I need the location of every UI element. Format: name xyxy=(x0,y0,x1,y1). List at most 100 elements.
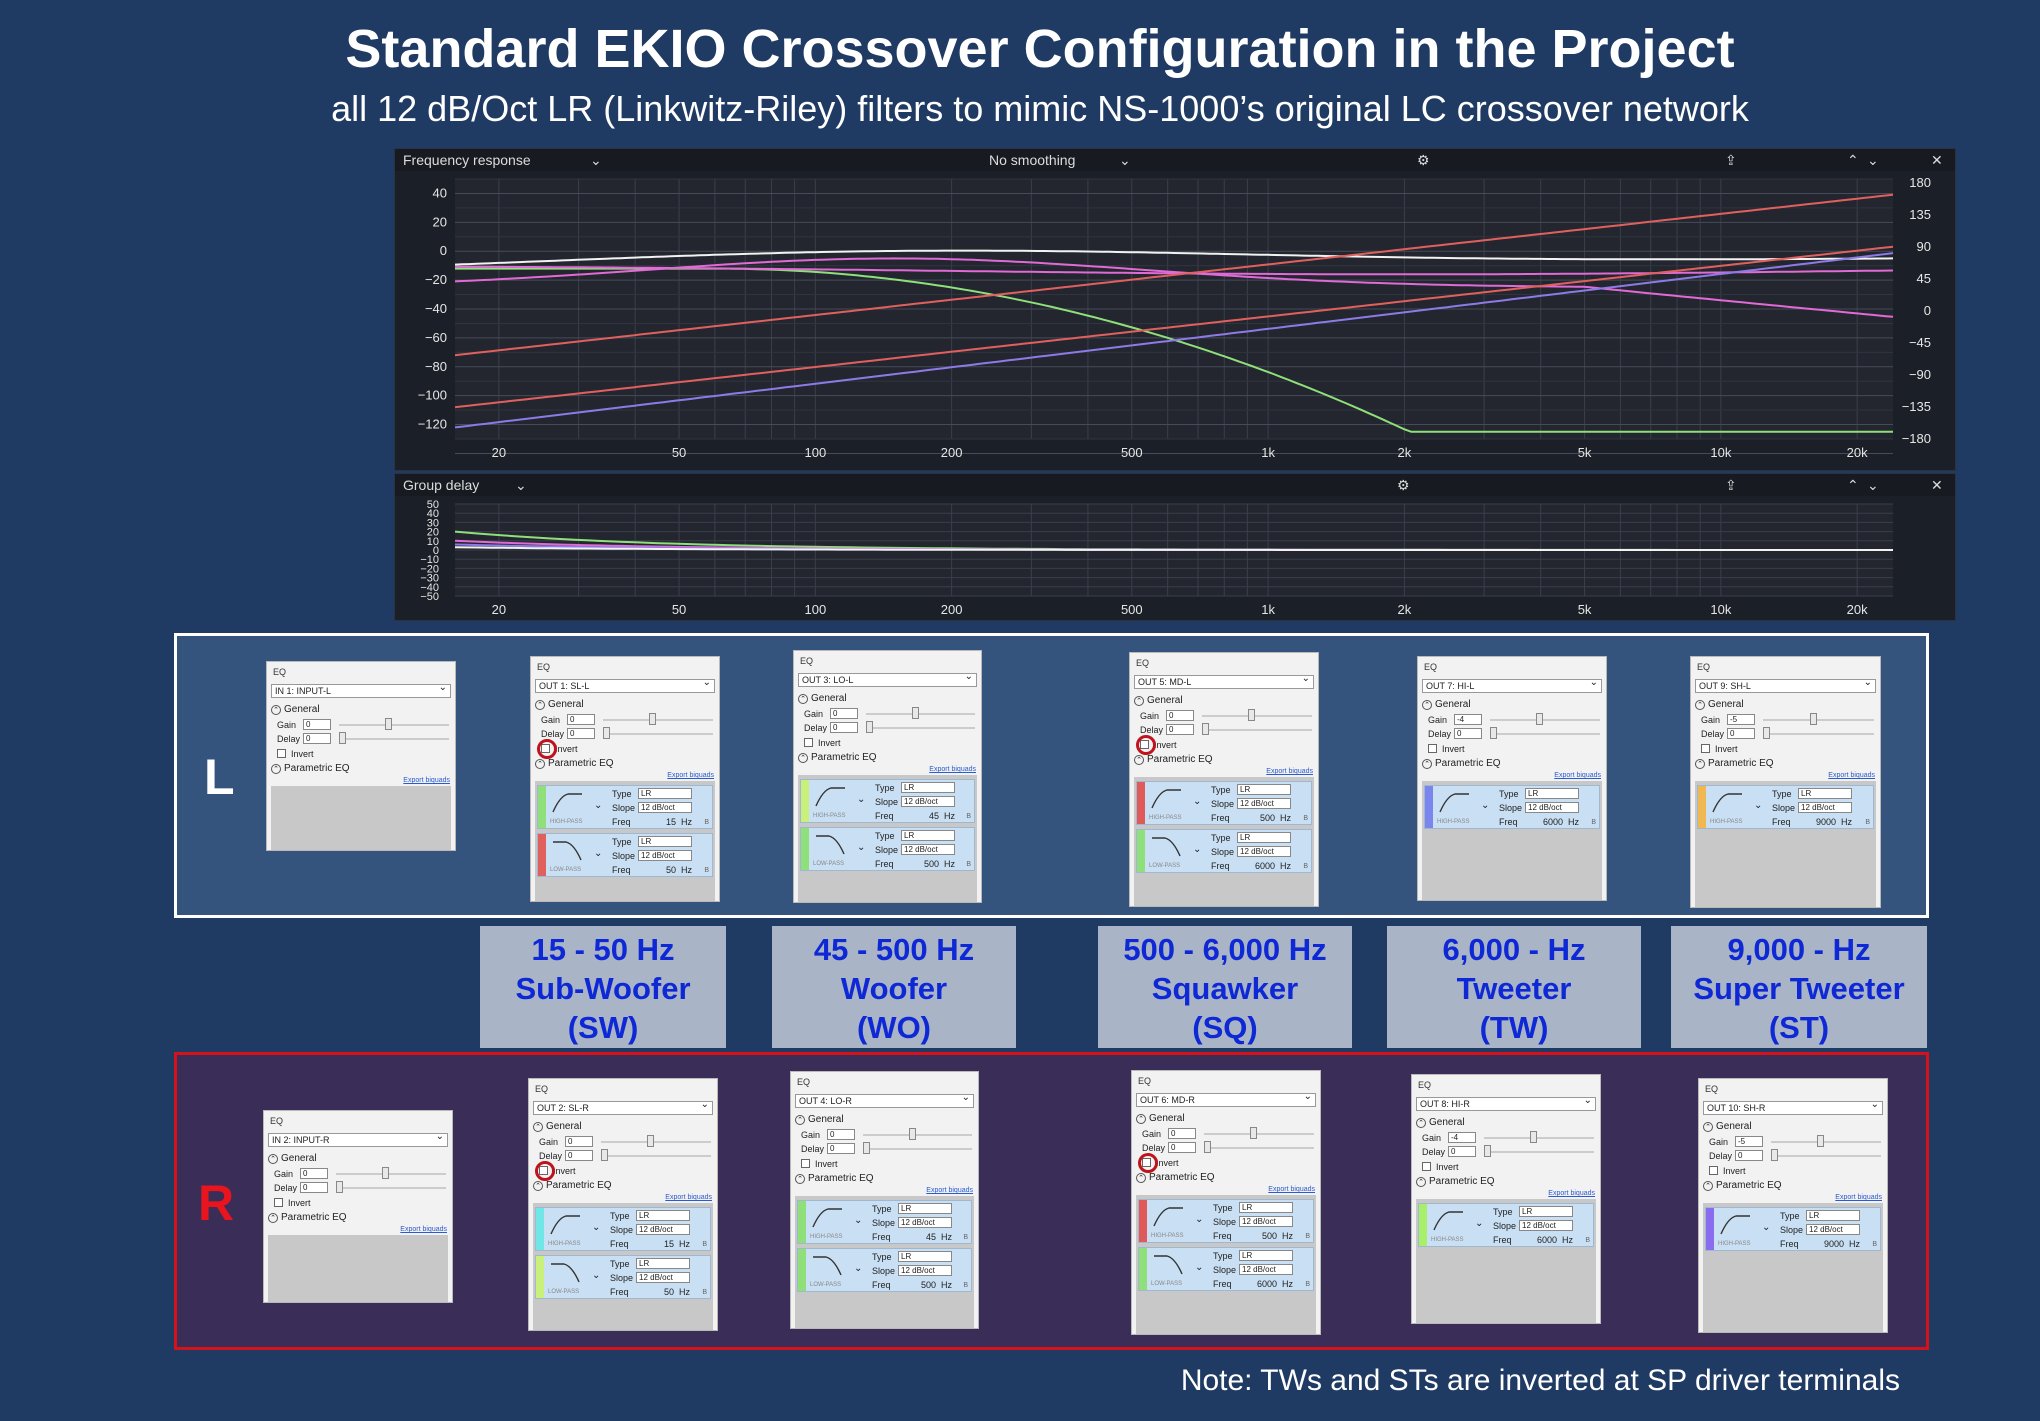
gain-slider[interactable] xyxy=(1763,719,1874,721)
type-select[interactable]: LR xyxy=(898,1251,952,1262)
delay-slider[interactable] xyxy=(1490,733,1600,735)
chevron-down-icon[interactable]: ⌄ xyxy=(1195,1214,1204,1225)
bypass-mark[interactable]: B xyxy=(1303,815,1308,822)
delay-slider-thumb[interactable] xyxy=(1484,1145,1491,1157)
invert-checkbox[interactable] xyxy=(274,1198,283,1207)
slope-select[interactable]: 12 dB/oct xyxy=(638,850,692,861)
freq-value[interactable]: 45 Hz xyxy=(928,811,955,821)
gain-slider-thumb[interactable] xyxy=(908,1128,916,1140)
general-section-toggle[interactable]: ⌃ General xyxy=(795,1114,844,1125)
high-pass-icon[interactable] xyxy=(1710,788,1744,816)
parametric-eq-toggle[interactable]: ⌃ Parametric EQ xyxy=(1416,1176,1495,1187)
panel-title[interactable]: Frequency response xyxy=(403,152,531,168)
delay-input[interactable]: 0 xyxy=(1727,728,1755,739)
gain-slider[interactable] xyxy=(1204,1133,1314,1135)
gain-input[interactable]: -5 xyxy=(1727,714,1755,725)
gain-slider[interactable] xyxy=(1771,1141,1881,1143)
gear-icon[interactable]: ⚙ xyxy=(1397,477,1410,493)
delay-slider-thumb[interactable] xyxy=(1490,727,1497,739)
freq-value[interactable]: 9000 Hz xyxy=(1815,817,1852,827)
parametric-eq-toggle[interactable]: ⌃ Parametric EQ xyxy=(535,758,614,769)
bypass-mark[interactable]: B xyxy=(963,1282,968,1289)
gain-slider-thumb[interactable] xyxy=(649,713,657,725)
type-select[interactable]: LR xyxy=(901,782,955,793)
freq-value[interactable]: 6000 Hz xyxy=(1536,1235,1573,1245)
chevron-down-icon[interactable]: ⌄ xyxy=(854,1215,863,1226)
general-section-toggle[interactable]: ⌃ General xyxy=(1422,699,1471,710)
freq-value[interactable]: 6000 Hz xyxy=(1542,817,1579,827)
parametric-eq-toggle[interactable]: ⌃ Parametric EQ xyxy=(1134,754,1213,765)
gain-slider[interactable] xyxy=(866,713,975,715)
gain-input[interactable]: 0 xyxy=(1166,710,1194,721)
channel-select[interactable]: OUT 10: SH-R xyxy=(1703,1099,1883,1115)
delay-slider-thumb[interactable] xyxy=(1763,727,1770,739)
delay-input[interactable]: 0 xyxy=(1735,1150,1763,1161)
parametric-eq-toggle[interactable]: ⌃ Parametric EQ xyxy=(271,763,350,774)
chevron-down-icon[interactable]: ⌄ xyxy=(515,477,527,493)
slope-select[interactable]: 12 dB/oct xyxy=(901,796,955,807)
type-select[interactable]: LR xyxy=(898,1203,952,1214)
bypass-mark[interactable]: B xyxy=(704,819,709,826)
chevron-down-icon[interactable]: ⌄ xyxy=(590,152,602,168)
delay-slider[interactable] xyxy=(863,1148,972,1150)
delay-slider[interactable] xyxy=(1202,729,1312,731)
gain-slider[interactable] xyxy=(339,724,449,726)
general-section-toggle[interactable]: ⌃ General xyxy=(533,1121,582,1132)
export-biquads-link[interactable]: Export biquads xyxy=(403,777,450,784)
slope-select[interactable]: 12 dB/oct xyxy=(636,1272,690,1283)
freq-value[interactable]: 45 Hz xyxy=(925,1232,952,1242)
low-pass-icon[interactable] xyxy=(1151,1250,1185,1278)
gain-slider-thumb[interactable] xyxy=(1809,713,1817,725)
gain-slider-thumb[interactable] xyxy=(1536,713,1544,725)
gain-input[interactable]: 0 xyxy=(303,719,331,730)
chevron-down-icon[interactable]: ⌄ xyxy=(1475,1218,1484,1229)
channel-select[interactable]: OUT 4: LO-R xyxy=(795,1092,974,1108)
type-select[interactable]: LR xyxy=(901,830,955,841)
type-select[interactable]: LR xyxy=(1239,1202,1293,1213)
freq-value[interactable]: 6000 Hz xyxy=(1256,1279,1293,1289)
parametric-eq-toggle[interactable]: ⌃ Parametric EQ xyxy=(268,1212,347,1223)
gain-slider-thumb[interactable] xyxy=(1250,1127,1258,1139)
high-pass-icon[interactable] xyxy=(1718,1210,1752,1238)
delay-input[interactable]: 0 xyxy=(303,733,331,744)
gain-input[interactable]: 0 xyxy=(827,1129,855,1140)
delay-slider[interactable] xyxy=(336,1187,446,1189)
slope-select[interactable]: 12 dB/oct xyxy=(638,802,692,813)
low-pass-icon[interactable] xyxy=(548,1258,582,1286)
type-select[interactable]: LR xyxy=(1237,832,1291,843)
general-section-toggle[interactable]: ⌃ General xyxy=(798,693,847,704)
chevron-down-icon[interactable]: ⌄ xyxy=(857,794,866,805)
chevron-down-icon[interactable]: ⌄ xyxy=(854,1263,863,1274)
slope-select[interactable]: 12 dB/oct xyxy=(1519,1220,1573,1231)
chevron-up-icon[interactable]: ⌃ xyxy=(1847,152,1859,168)
invert-checkbox[interactable] xyxy=(1709,1166,1718,1175)
slope-select[interactable]: 12 dB/oct xyxy=(1239,1216,1293,1227)
high-pass-icon[interactable] xyxy=(810,1203,844,1231)
chevron-down-icon[interactable]: ⌄ xyxy=(1193,844,1202,855)
general-section-toggle[interactable]: ⌃ General xyxy=(1134,695,1183,706)
export-biquads-link[interactable]: Export biquads xyxy=(400,1226,447,1233)
parametric-eq-toggle[interactable]: ⌃ Parametric EQ xyxy=(1136,1172,1215,1183)
low-pass-icon[interactable] xyxy=(1149,832,1183,860)
delay-slider-thumb[interactable] xyxy=(339,732,346,744)
export-biquads-link[interactable]: Export biquads xyxy=(667,772,714,779)
general-section-toggle[interactable]: ⌃ General xyxy=(1695,699,1744,710)
delay-slider-thumb[interactable] xyxy=(603,727,610,739)
delay-slider[interactable] xyxy=(1484,1151,1594,1153)
chevron-down-icon[interactable]: ⌄ xyxy=(1754,800,1763,811)
channel-select[interactable]: OUT 8: HI-R xyxy=(1416,1095,1596,1111)
close-icon[interactable]: ✕ xyxy=(1931,152,1943,168)
gain-slider-thumb[interactable] xyxy=(911,707,919,719)
bypass-mark[interactable]: B xyxy=(702,1241,707,1248)
bypass-mark[interactable]: B xyxy=(1872,1241,1877,1248)
bypass-mark[interactable]: B xyxy=(1305,1281,1310,1288)
gear-icon[interactable]: ⚙ xyxy=(1417,152,1430,168)
freq-value[interactable]: 15 Hz xyxy=(665,817,692,827)
gain-slider[interactable] xyxy=(336,1173,446,1175)
export-icon[interactable]: ⇪ xyxy=(1725,152,1737,168)
bypass-mark[interactable]: B xyxy=(704,867,709,874)
slope-select[interactable]: 12 dB/oct xyxy=(1237,846,1291,857)
gain-input[interactable]: -4 xyxy=(1448,1132,1476,1143)
channel-select[interactable]: OUT 7: HI-L xyxy=(1422,677,1602,693)
high-pass-icon[interactable] xyxy=(1149,784,1183,812)
